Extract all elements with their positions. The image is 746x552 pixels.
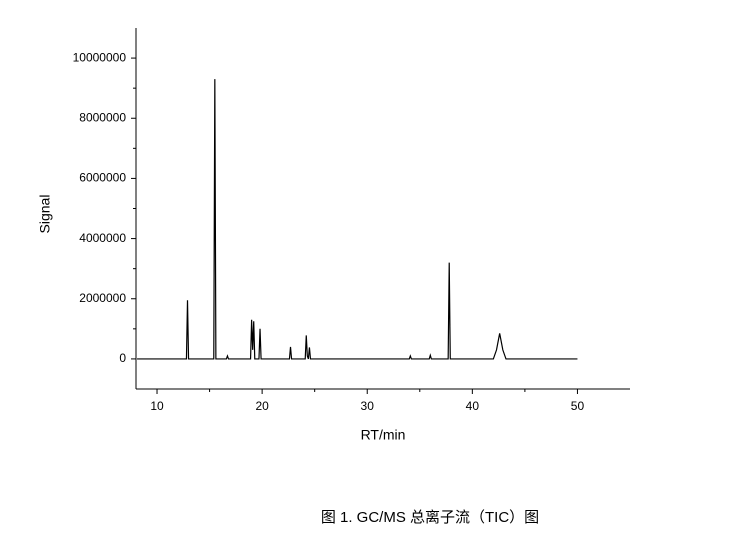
- x-tick-label: 50: [571, 399, 585, 413]
- x-tick-label: 20: [255, 399, 269, 413]
- y-tick-label: 2000000: [79, 291, 126, 305]
- y-tick-label: 0: [119, 351, 126, 365]
- y-tick-label: 10000000: [73, 50, 127, 64]
- y-tick-label: 8000000: [79, 110, 126, 124]
- x-axis-label: RT/min: [361, 427, 406, 443]
- signal-line: [137, 79, 578, 360]
- x-tick-label: 40: [466, 399, 480, 413]
- y-tick-label: 4000000: [79, 231, 126, 245]
- y-axis-label: Signal: [37, 195, 53, 234]
- y-tick-label: 6000000: [79, 171, 126, 185]
- x-tick-label: 10: [150, 399, 164, 413]
- x-tick-label: 30: [361, 399, 375, 413]
- caption: 图 1. GC/MS 总离子流（TIC）图: [321, 509, 539, 526]
